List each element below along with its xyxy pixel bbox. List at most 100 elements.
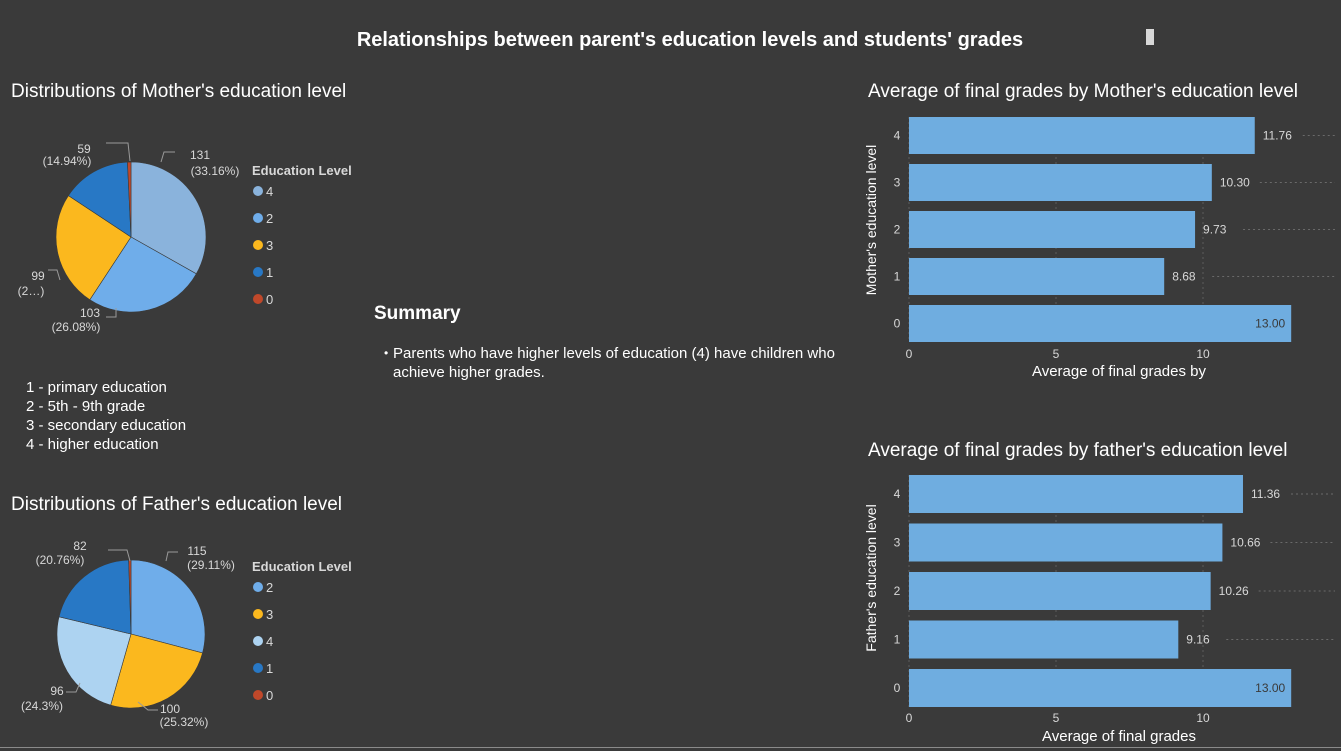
legend-dot-icon [253,294,263,304]
father-pie-slices [56,559,206,709]
legend-dot-icon [253,609,263,619]
legend-item[interactable]: 0 [253,687,274,703]
category-label: 4 [894,487,901,501]
key-line: 4 - higher education [26,436,159,453]
category-label: 1 [894,270,901,284]
father-bar-title: Average of final grades by father's educ… [868,440,1288,461]
legend-label: 1 [266,264,274,280]
pie-slice-3[interactable] [55,195,132,301]
legend-item[interactable]: 1 [253,264,274,280]
category-label: 3 [894,536,901,550]
pie-slice-0[interactable] [127,161,132,238]
pie-slice-3[interactable] [110,633,203,709]
father-pie-title: Distributions of Father's education leve… [11,494,343,515]
legend-label: 2 [266,579,274,595]
mother-label-4-count: 131 [190,148,210,162]
legend-dot-icon [253,690,263,700]
mother-xtick: 0 [906,347,913,361]
father-label-1-pct: (20.76%) [36,553,85,567]
mother-legend-title: Education Level [252,163,352,178]
father-bar-chart: 4 11.36 3 10.66 2 10.26 1 9.16 0 13.00 Father's e… [863,475,1335,745]
father-label-4-count: 96 [50,684,64,698]
data-label: 11.76 [1263,129,1292,143]
legend-item[interactable]: 2 [253,579,274,595]
legend-item[interactable]: 2 [253,210,274,226]
pie-slice-2[interactable] [89,236,197,313]
legend-item[interactable]: 3 [253,238,273,253]
pie-slice-4[interactable] [130,161,207,275]
data-label: 9.16 [1186,633,1210,647]
category-label: 2 [894,584,901,598]
summary-title: Summary [374,303,461,324]
mother-xtick: 10 [1196,347,1210,361]
mother-label-1-pct: (14.94%) [43,154,92,168]
legend-dot-icon [253,186,263,196]
father-label-1-count: 82 [73,539,87,553]
page-title: Relationships between parent's education… [356,29,1024,51]
leader-line [160,151,175,163]
legend-item[interactable]: 4 [253,633,274,649]
legend-label: 0 [266,687,274,703]
legend-dot-icon [253,582,263,592]
data-label: 11.36 [1251,487,1280,501]
bar-level-2[interactable] [909,572,1211,610]
legend-label: 2 [266,210,274,226]
mother-label-2-count: 103 [80,306,100,320]
bar-level-4[interactable] [909,475,1243,513]
mother-bar-group: 4 11.76 3 10.30 2 9.73 1 8.68 0 13.00 [894,117,1335,342]
father-bar-ylabel: Father's education level [863,504,879,651]
father-legend: 2 3 4 1 0 [253,579,274,703]
data-label: 13.00 [1255,681,1285,695]
category-label: 1 [894,633,901,647]
bar-level-1[interactable] [909,620,1179,659]
bar-level-3[interactable] [909,523,1223,562]
mother-label-1-count: 59 [77,142,91,156]
legend-item[interactable]: 4 [253,183,274,199]
legend-label: 0 [266,291,274,307]
father-label-3-pct: (25.32%) [160,715,209,729]
summary-text: • Parents who have higher levels of educ… [384,344,864,382]
pie-slice-1[interactable] [68,161,132,238]
father-label-2-pct: (29.11%) [187,558,235,572]
legend-label: 4 [266,183,274,199]
legend-dot-icon [253,663,263,673]
pie-slice-4[interactable] [56,616,132,706]
father-xtick: 10 [1196,711,1210,725]
data-label: 8.68 [1172,270,1196,284]
bar-level-2[interactable] [909,211,1196,248]
leader-line [165,551,178,562]
mother-pie-title: Distributions of Mother's education leve… [11,81,347,102]
mother-legend: 4 2 3 1 0 [253,183,274,307]
mother-xtick: 5 [1053,347,1060,361]
pie-slice-1[interactable] [58,559,132,635]
bar-level-0[interactable] [909,305,1292,342]
category-label: 0 [894,681,901,695]
legend-dot-icon [253,636,263,646]
mother-bar-chart: 4 11.76 3 10.30 2 9.73 1 8.68 0 13.00 Mother's ed… [863,117,1335,380]
key-line: 3 - secondary education [26,417,187,434]
category-label: 4 [894,129,901,143]
data-label: 10.26 [1219,584,1249,598]
category-label: 0 [894,317,901,331]
legend-item[interactable]: 1 [253,660,274,676]
legend-dot-icon [253,267,263,277]
data-label: 10.66 [1230,536,1260,550]
resize-handle[interactable] [1146,29,1154,45]
father-xtick: 0 [906,711,913,725]
legend-item[interactable]: 3 [253,607,273,622]
bar-level-1[interactable] [909,258,1165,295]
bar-level-4[interactable] [909,117,1255,154]
legend-label: 1 [266,660,274,676]
pie-slice-2[interactable] [130,559,206,654]
legend-item[interactable]: 0 [253,291,274,307]
summary-bullet-text: Parents who have higher levels of educat… [393,345,835,381]
bar-level-0[interactable] [909,669,1292,707]
mother-label-3-pct: (2…) [18,284,45,298]
bullet-icon: • [384,346,389,360]
leader-line [106,142,131,162]
father-legend-title: Education Level [252,559,352,574]
legend-label: 4 [266,633,274,649]
data-label: 13.00 [1255,317,1285,331]
bar-level-3[interactable] [909,164,1212,201]
education-key: 1 - primary education 2 - 5th - 9th grad… [26,378,186,454]
